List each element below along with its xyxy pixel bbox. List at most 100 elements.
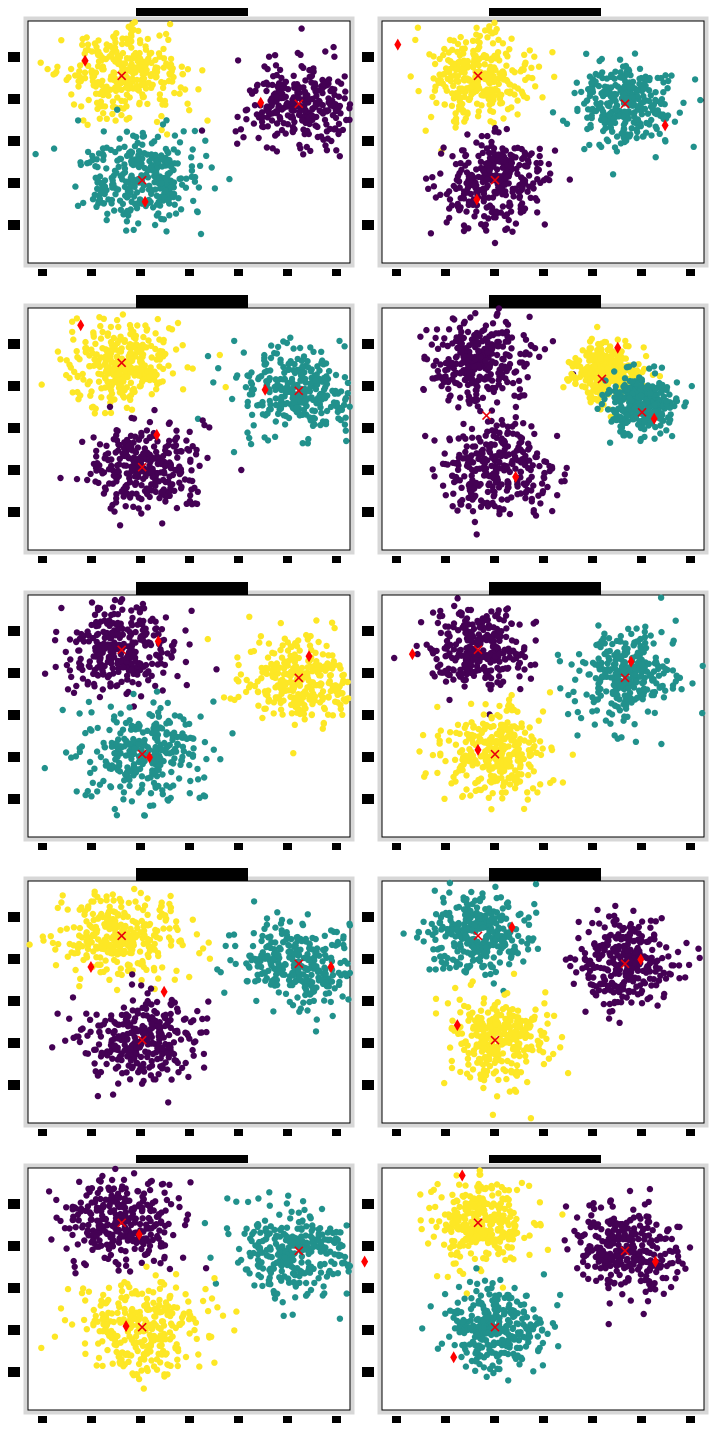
data-point — [142, 43, 149, 50]
data-point — [604, 365, 611, 373]
data-point — [109, 177, 116, 184]
data-point — [468, 452, 475, 459]
data-point — [528, 423, 535, 430]
data-point — [142, 671, 149, 678]
data-point — [290, 750, 297, 757]
data-point — [172, 435, 180, 442]
data-point — [167, 69, 174, 77]
data-point — [458, 369, 465, 376]
data-point — [442, 492, 449, 499]
data-point — [79, 666, 86, 674]
data-point — [301, 88, 308, 96]
data-point — [558, 478, 565, 485]
data-point — [493, 422, 500, 429]
data-point — [112, 191, 119, 198]
data-point — [641, 426, 648, 433]
data-point — [601, 116, 608, 123]
data-point — [151, 221, 159, 229]
data-point — [234, 654, 241, 661]
data-point — [166, 20, 174, 28]
data-point — [177, 733, 184, 740]
data-point — [73, 682, 80, 690]
data-point — [594, 405, 601, 412]
data-point — [455, 178, 463, 185]
data-point — [574, 105, 581, 113]
data-point — [126, 782, 133, 790]
data-point — [80, 199, 87, 207]
data-point — [90, 82, 97, 89]
data-point — [95, 37, 102, 44]
data-point — [454, 595, 461, 602]
data-point — [190, 745, 197, 752]
data-point — [152, 186, 159, 193]
data-point — [94, 604, 102, 611]
y-tick-mark — [362, 136, 374, 146]
data-point — [479, 53, 487, 61]
data-point — [504, 53, 511, 60]
data-point — [58, 37, 65, 44]
data-point — [280, 338, 287, 345]
data-point — [429, 174, 436, 181]
data-point — [288, 106, 295, 114]
y-tick-mark — [362, 465, 374, 475]
data-point — [97, 322, 104, 330]
data-point — [135, 725, 142, 732]
data-point — [32, 150, 39, 158]
data-point — [640, 344, 647, 351]
data-point — [484, 338, 491, 345]
data-point — [521, 392, 528, 399]
data-point — [191, 127, 199, 135]
data-point — [184, 364, 191, 371]
data-point — [146, 802, 154, 809]
data-point — [182, 658, 190, 666]
data-point — [240, 134, 247, 141]
data-point — [316, 367, 323, 374]
data-point — [520, 420, 527, 427]
data-point — [128, 468, 135, 475]
data-point — [162, 493, 170, 501]
data-point — [535, 492, 542, 499]
data-point — [121, 98, 129, 105]
data-point — [128, 490, 136, 497]
data-point — [512, 220, 520, 227]
data-point — [620, 121, 628, 129]
data-point — [99, 470, 106, 477]
data-point — [440, 144, 447, 151]
data-point — [274, 410, 282, 418]
data-point — [85, 698, 93, 706]
data-point — [124, 764, 131, 771]
data-point — [329, 665, 336, 672]
data-point — [111, 713, 118, 720]
data-point — [487, 107, 494, 114]
data-point — [82, 349, 90, 356]
data-point — [124, 40, 131, 47]
panel-title-bar — [489, 295, 601, 308]
data-point — [72, 72, 79, 79]
data-point — [266, 397, 273, 405]
data-point — [538, 480, 546, 487]
data-point — [251, 102, 259, 109]
data-point — [136, 355, 144, 362]
y-tick-mark — [8, 52, 20, 62]
data-point — [456, 206, 464, 213]
data-point — [426, 51, 433, 58]
data-point — [457, 394, 464, 401]
data-point — [506, 352, 513, 360]
data-point — [488, 99, 495, 107]
data-point — [439, 482, 447, 489]
data-point — [493, 166, 501, 173]
data-point — [474, 113, 482, 120]
data-point — [277, 400, 284, 407]
data-point — [113, 682, 120, 690]
data-point — [297, 51, 304, 58]
data-point — [625, 363, 633, 370]
data-point — [637, 392, 645, 399]
x-tick-mark — [136, 269, 145, 276]
data-point — [189, 443, 196, 450]
data-point — [115, 381, 123, 388]
data-point — [123, 218, 131, 225]
data-point — [106, 53, 113, 60]
data-point — [450, 182, 457, 190]
data-point — [271, 52, 279, 59]
data-point — [691, 76, 699, 83]
